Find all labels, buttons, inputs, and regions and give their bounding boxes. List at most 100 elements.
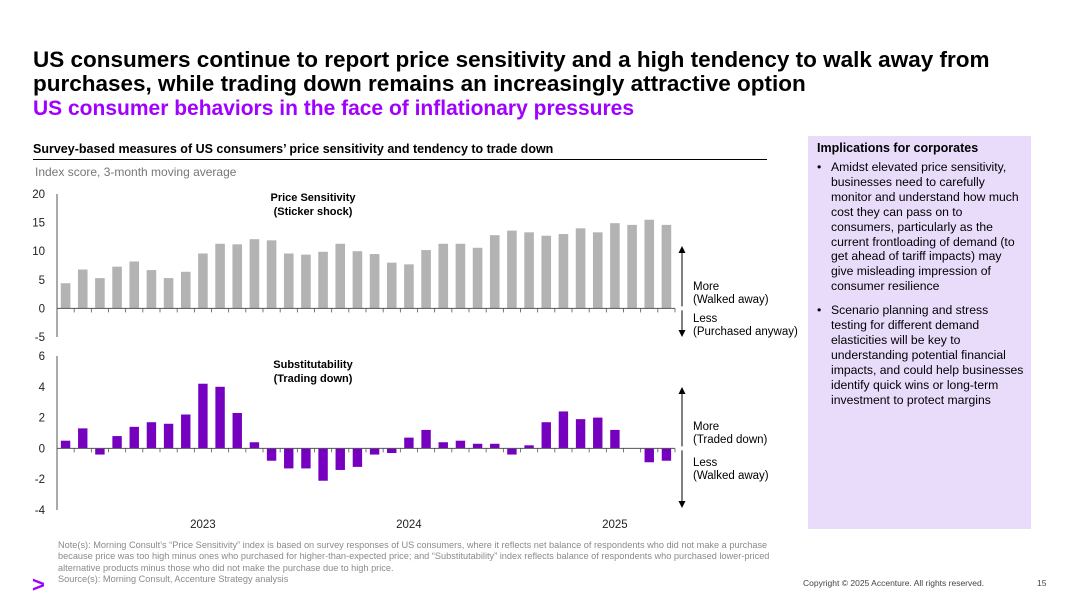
bar — [146, 270, 157, 309]
annotation-down-text: Less — [693, 313, 718, 325]
bar — [249, 239, 260, 309]
bar — [266, 240, 277, 309]
down-arrow-icon — [678, 501, 686, 508]
bar — [369, 254, 380, 309]
bar — [627, 224, 637, 309]
bar — [387, 448, 397, 454]
source-text: Source(s): Morning Consult, Accenture St… — [58, 574, 289, 585]
note-text: Note(s): Morning Consult’s “Price Sensit… — [58, 540, 770, 573]
up-arrow-icon — [678, 387, 686, 394]
bar — [112, 436, 122, 449]
bar — [78, 428, 88, 449]
bar — [352, 251, 363, 309]
bar — [112, 266, 122, 309]
bar — [558, 411, 569, 449]
bar — [301, 254, 311, 309]
y-tick-label: 0 — [39, 443, 45, 455]
bar — [335, 243, 346, 309]
bar — [661, 448, 672, 461]
bullet-icon: • — [817, 160, 822, 174]
bar — [644, 219, 655, 309]
down-arrow-icon — [678, 330, 686, 337]
x-year-label: 2024 — [396, 519, 422, 531]
chart-title: Substitutability — [273, 359, 353, 371]
annotation-down-text: Less — [693, 457, 718, 469]
bar — [592, 232, 603, 309]
chart-title-sub: (Trading down) — [274, 373, 353, 385]
bar — [472, 443, 483, 449]
bar — [95, 278, 105, 309]
bar — [163, 423, 174, 449]
bar — [318, 251, 328, 309]
chart-heading: Survey-based measures of US consumers’ p… — [33, 142, 554, 156]
bar — [524, 445, 534, 449]
bar — [181, 414, 191, 449]
annotation-up-text: (Walked away) — [693, 294, 769, 306]
bar — [335, 448, 345, 470]
bar — [541, 235, 552, 309]
y-tick-label: -4 — [35, 505, 46, 517]
footnotes: Note(s): Morning Consult’s “Price Sensit… — [58, 540, 770, 586]
bar — [438, 442, 448, 449]
bar — [644, 448, 654, 463]
y-tick-label: 5 — [39, 275, 45, 287]
chart-title-sub: (Sticker shock) — [274, 206, 353, 218]
bar — [232, 412, 242, 449]
bar — [129, 426, 139, 449]
bar — [455, 440, 466, 449]
bar — [575, 419, 586, 449]
implications-title: Implications for corporates — [817, 141, 979, 155]
chart-unit-label: Index score, 3-month moving average — [35, 165, 237, 179]
bar — [490, 443, 500, 449]
bar — [266, 448, 277, 461]
y-tick-label: 2 — [39, 413, 45, 425]
implication-text: Amidst elevated price sensitivity, busin… — [831, 160, 1019, 294]
bar — [198, 383, 208, 449]
y-tick-label: 0 — [39, 303, 45, 315]
y-tick-label: 20 — [32, 189, 45, 201]
implication-bullet: • Scenario planning and stress testing fo… — [815, 303, 1027, 407]
slide-title: US consumers continue to report price se… — [33, 47, 990, 96]
bar — [438, 243, 449, 309]
accenture-logo-icon: > — [32, 572, 45, 597]
bullet-icon: • — [817, 303, 822, 318]
page-number: 15 — [1037, 578, 1047, 588]
bar — [283, 253, 294, 309]
bar — [593, 417, 603, 449]
bar — [232, 244, 243, 309]
bar — [472, 247, 483, 309]
bar — [404, 264, 414, 309]
bar — [455, 243, 466, 309]
bar — [146, 422, 157, 449]
bar — [558, 234, 569, 309]
implications-panel — [808, 136, 1031, 529]
bar — [404, 437, 414, 449]
bar — [421, 250, 431, 309]
bar — [352, 448, 363, 467]
bar — [318, 448, 328, 481]
bar — [284, 448, 294, 469]
bar — [421, 429, 431, 449]
bar — [60, 440, 71, 449]
y-tick-label: 15 — [32, 218, 45, 230]
bar — [386, 262, 397, 309]
annotation-down-text: (Purchased anyway) — [693, 326, 798, 338]
annotation-down-text: (Walked away) — [693, 470, 769, 482]
bar — [524, 232, 534, 309]
bar — [163, 278, 174, 309]
y-tick-label: -2 — [35, 474, 45, 486]
bar — [301, 448, 311, 469]
annotation-up-text: More — [693, 421, 719, 433]
y-tick-label: 6 — [39, 351, 45, 363]
x-year-label: 2023 — [190, 519, 216, 531]
bar — [661, 224, 672, 309]
y-tick-label: 4 — [39, 382, 46, 394]
substitutability-chart: 6 4 2 0 -2 -4 Substitutability (Trading down) Mo… — [35, 351, 769, 531]
chart-title: Price Sensitivity — [271, 192, 357, 204]
slide-subtitle: US consumer behaviors in the face of inf… — [33, 97, 635, 120]
bar — [198, 253, 208, 309]
bar — [507, 230, 517, 309]
bar — [77, 269, 88, 309]
x-year-label: 2025 — [602, 519, 628, 531]
